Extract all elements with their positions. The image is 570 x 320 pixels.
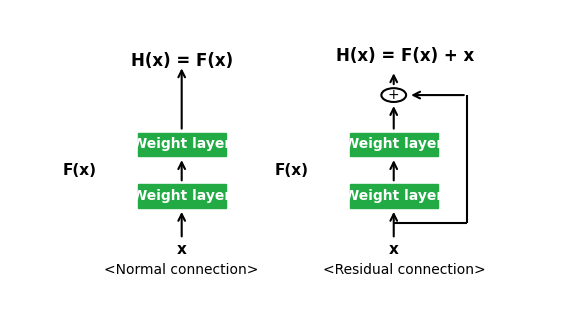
Text: Weight layer: Weight layer — [132, 137, 231, 151]
Text: Weight layer: Weight layer — [344, 137, 443, 151]
Text: H(x) = F(x) + x: H(x) = F(x) + x — [336, 47, 474, 65]
Text: F(x): F(x) — [275, 163, 309, 178]
Text: H(x) = F(x): H(x) = F(x) — [131, 52, 233, 70]
Text: <Normal connection>: <Normal connection> — [104, 263, 259, 277]
FancyBboxPatch shape — [349, 184, 438, 208]
Text: <Residual connection>: <Residual connection> — [323, 263, 486, 277]
Text: Weight layer: Weight layer — [344, 189, 443, 203]
FancyBboxPatch shape — [137, 184, 226, 208]
Text: Weight layer: Weight layer — [132, 189, 231, 203]
FancyBboxPatch shape — [137, 133, 226, 156]
Text: F(x): F(x) — [63, 163, 97, 178]
FancyBboxPatch shape — [349, 133, 438, 156]
Text: +: + — [388, 88, 400, 102]
Text: x: x — [177, 242, 186, 257]
Text: x: x — [389, 242, 398, 257]
